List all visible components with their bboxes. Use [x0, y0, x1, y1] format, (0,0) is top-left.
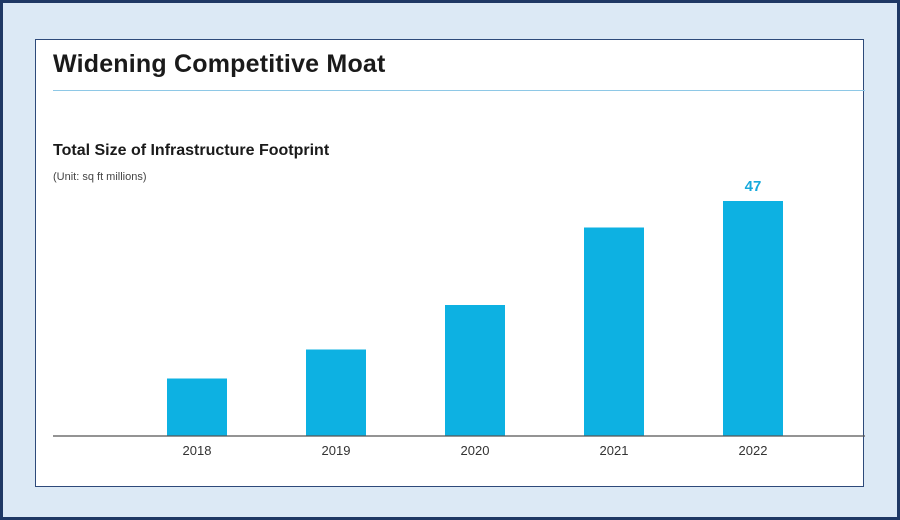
- x-tick-label-2021: 2021: [600, 443, 629, 458]
- data-label-2022: 47: [745, 178, 762, 195]
- x-tick-label-2020: 2020: [461, 443, 490, 458]
- bar-chart: 2018 2019 2020 2021 2022 47: [53, 178, 865, 458]
- bar-2020: [445, 305, 505, 436]
- bar-2021: [584, 227, 644, 436]
- x-tick-label-2018: 2018: [183, 443, 212, 458]
- title-divider: [53, 90, 865, 91]
- chart-title: Total Size of Infrastructure Footprint: [53, 142, 330, 159]
- page-title: Widening Competitive Moat: [53, 50, 386, 78]
- bar-2018: [167, 378, 227, 436]
- chart-unit-label: (Unit: sq ft millions): [53, 171, 147, 183]
- content-card: Widening Competitive Moat Total Size of …: [35, 39, 865, 487]
- x-tick-label-2022: 2022: [739, 443, 768, 458]
- bar-2022: [723, 201, 783, 436]
- x-tick-label-2019: 2019: [322, 443, 351, 458]
- bar-2019: [306, 349, 366, 436]
